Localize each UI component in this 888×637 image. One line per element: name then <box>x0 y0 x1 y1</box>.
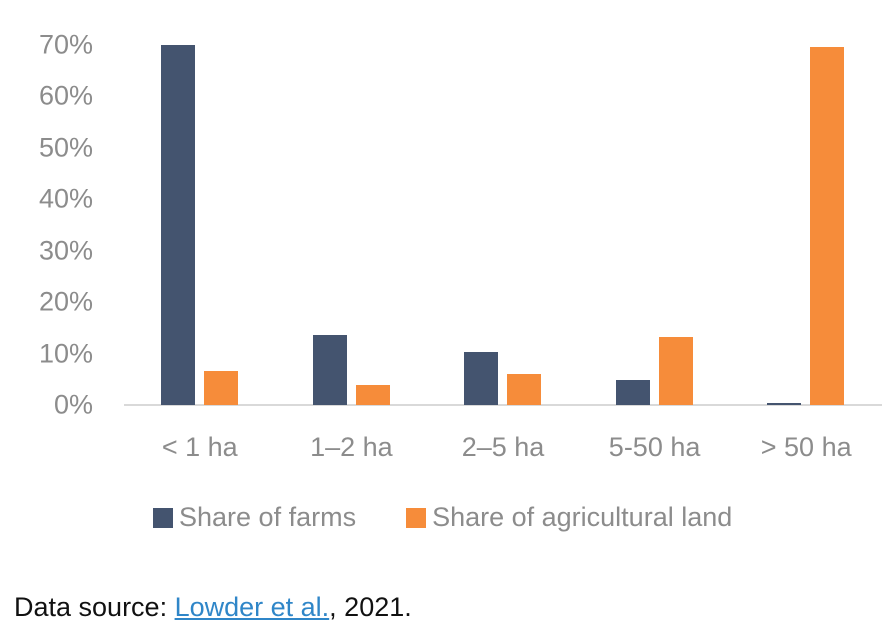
legend: Share of farms Share of agricultural land <box>153 502 782 533</box>
y-tick-label: 60% <box>38 80 93 111</box>
bar-share-of-farms <box>464 352 499 405</box>
source-suffix: , 2021. <box>329 592 412 622</box>
y-tick-label: 10% <box>38 338 93 369</box>
bar-share-of-land <box>507 374 542 405</box>
source-prefix: Data source: <box>14 592 175 622</box>
y-tick-label: 20% <box>38 286 93 317</box>
bar-share-of-land <box>204 371 238 405</box>
y-tick-label: 50% <box>38 132 93 163</box>
x-axis-line <box>124 404 882 406</box>
source-link[interactable]: Lowder et al. <box>174 592 330 622</box>
legend-swatch-icon <box>153 507 173 528</box>
data-source-note: Data source: Lowder et al., 2021. <box>14 592 412 623</box>
bar-share-of-land <box>810 47 845 405</box>
y-tick-label: 40% <box>38 183 93 214</box>
x-tick-label: < 1 ha <box>161 432 238 462</box>
y-tick-label: 0% <box>53 389 93 420</box>
legend-swatch-icon <box>406 507 427 528</box>
bar-share-of-land <box>355 384 390 405</box>
legend-label: Share of agricultural land <box>432 502 733 532</box>
legend-label: Share of farms <box>179 502 357 532</box>
bar-share-of-farms <box>312 335 347 405</box>
x-tick-label: 2–5 ha <box>461 432 545 462</box>
x-tick-label: 1–2 ha <box>310 432 393 462</box>
x-tick-label: > 50 ha <box>760 432 852 462</box>
bar-share-of-farms <box>161 45 195 405</box>
bar-chart: 0% 10% 20% 30% 40% 50% 60% 70% < 1 ha 1–2 ha 2–5 … <box>38 29 882 533</box>
bar-share-of-farms <box>767 402 802 405</box>
y-tick-label: 30% <box>38 235 93 266</box>
legend-item: Share of farms <box>153 502 356 533</box>
x-tick-label: 5-50 ha <box>608 432 701 462</box>
bar-share-of-farms <box>615 379 650 405</box>
legend-item: Share of agricultural land <box>406 502 732 533</box>
y-tick-label: 70% <box>38 29 93 60</box>
bar-share-of-land <box>658 337 693 405</box>
